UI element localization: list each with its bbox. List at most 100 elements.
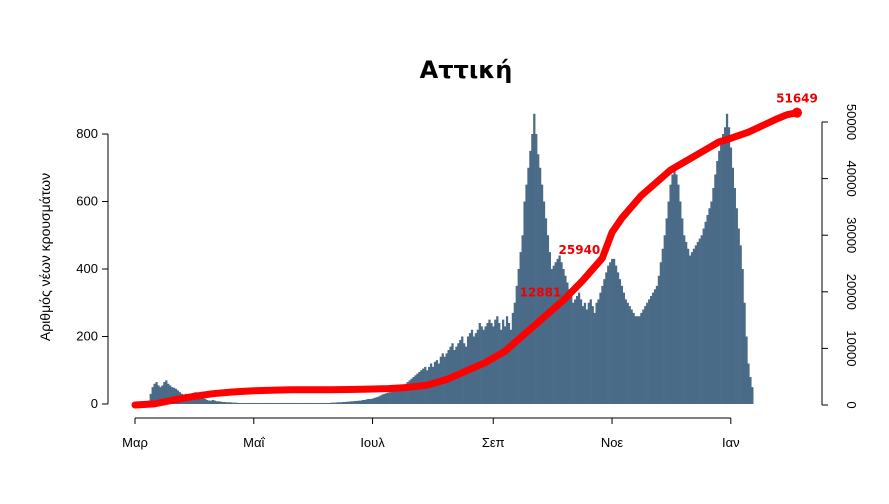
bar [626, 302, 629, 404]
right-tick-label: 10000 [844, 330, 859, 366]
bar [743, 302, 746, 404]
bar [751, 387, 754, 405]
bar [303, 402, 306, 404]
bar [227, 402, 230, 404]
bar [408, 380, 411, 405]
bar [169, 385, 172, 404]
bar [665, 218, 668, 405]
bar [317, 402, 320, 404]
bar [525, 184, 528, 404]
bar [710, 201, 713, 404]
bar [324, 402, 328, 404]
bar [256, 402, 259, 404]
bar [640, 312, 643, 405]
bar [315, 402, 318, 404]
bar [276, 402, 279, 404]
bar [235, 402, 238, 404]
bar [221, 401, 224, 404]
bar [204, 398, 207, 404]
bar [546, 235, 550, 404]
bar [385, 393, 388, 404]
bar [579, 299, 583, 405]
bar [490, 323, 493, 404]
bar [157, 385, 160, 404]
left-tick-label: 800 [76, 126, 98, 141]
bar [151, 387, 154, 405]
bar [334, 402, 337, 404]
bar [704, 221, 707, 404]
bar [611, 258, 614, 405]
bar [387, 392, 390, 404]
bar [149, 393, 152, 405]
bar [519, 252, 522, 405]
bar [706, 215, 709, 404]
chart-title: Αττική [420, 56, 513, 84]
bar [377, 396, 380, 404]
bar [369, 398, 372, 404]
left-tick-label: 400 [76, 261, 98, 276]
bar [675, 174, 678, 404]
bar [287, 402, 291, 404]
x-tick-label: Μαΐ [243, 435, 265, 450]
bar [613, 258, 616, 405]
bar [722, 134, 725, 404]
cumulative-annotation: 25940 [559, 243, 601, 257]
bar [712, 188, 715, 404]
bar [165, 380, 168, 405]
bar [725, 113, 729, 404]
bar [696, 242, 699, 404]
bar [576, 296, 579, 404]
bar [677, 184, 680, 404]
bar [650, 296, 653, 404]
bar [297, 402, 300, 404]
bar [264, 402, 267, 404]
bar [568, 289, 571, 404]
bar [465, 346, 468, 405]
bar [686, 248, 690, 404]
bar [648, 299, 651, 405]
bar [391, 391, 394, 404]
bar [570, 296, 573, 404]
bar [332, 402, 335, 404]
bar [498, 323, 501, 404]
bar [607, 265, 610, 405]
bar [511, 312, 515, 405]
bar [749, 377, 752, 404]
bar [153, 383, 156, 404]
bar [603, 279, 606, 405]
bar [632, 312, 635, 405]
bar [266, 402, 269, 404]
bar [293, 402, 296, 404]
bar [383, 393, 386, 405]
bar [496, 316, 499, 404]
bar [591, 306, 594, 405]
bar [492, 326, 495, 405]
bar [389, 392, 392, 404]
bar [646, 302, 649, 404]
bar [593, 312, 596, 405]
bar [223, 401, 226, 404]
bar [243, 402, 246, 404]
bar [348, 401, 351, 404]
bar [352, 401, 355, 404]
bar [739, 245, 742, 405]
bar [513, 302, 516, 404]
bar [735, 208, 738, 404]
right-y-axis: 0 10000 20000 30000 40000 50000 [821, 104, 859, 409]
bar [373, 397, 376, 404]
bar [644, 306, 647, 405]
bar [355, 400, 359, 404]
bar [659, 262, 662, 404]
bar [564, 275, 567, 404]
bar [375, 397, 378, 404]
bar [161, 385, 164, 404]
bar [509, 329, 513, 404]
bar [529, 150, 532, 404]
left-y-axis: 0 200 400 600 800 [76, 126, 109, 411]
y-axis-label: Αριθμός νέων κρουσμάτων [37, 173, 53, 341]
bar [172, 387, 176, 404]
bar [681, 218, 684, 405]
cumulative-annotation: 51649 [776, 92, 818, 106]
bar [283, 402, 287, 404]
